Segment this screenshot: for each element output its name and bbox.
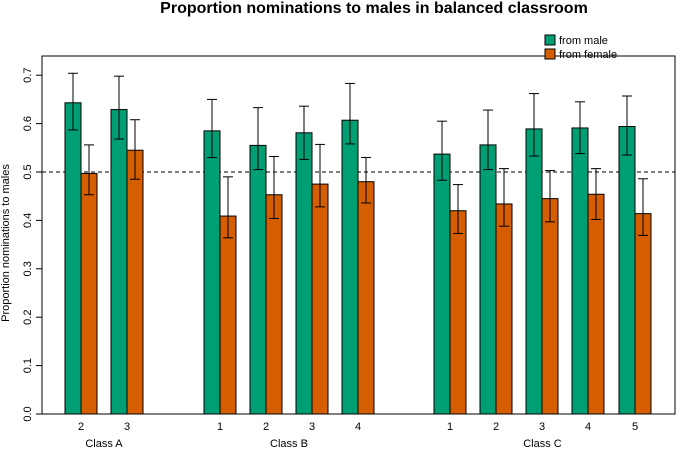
- y-tick-label: 0.1: [22, 358, 34, 373]
- legend-label: from female: [559, 49, 617, 61]
- bar-from-female: [219, 215, 237, 415]
- legend: from male from female: [544, 34, 617, 61]
- x-tick-label: 2: [263, 421, 269, 433]
- bar-from-female: [357, 181, 375, 415]
- bar-from-female: [265, 194, 283, 415]
- x-tick-label: 4: [355, 421, 361, 433]
- bar-from-male: [571, 127, 589, 415]
- bar-from-male: [433, 153, 451, 415]
- bar-from-male: [249, 144, 267, 415]
- y-tick-label: 0.2: [22, 310, 34, 325]
- bar-from-male: [64, 102, 82, 415]
- bar-from-female: [449, 210, 467, 415]
- y-tick-label: 0.0: [22, 406, 34, 421]
- bar-from-female: [495, 203, 513, 415]
- x-tick-label: 5: [632, 421, 638, 433]
- bar-from-male: [479, 144, 497, 415]
- x-tick-label: 3: [539, 421, 545, 433]
- x-tick-label: 1: [447, 421, 453, 433]
- legend-label: from male: [559, 35, 608, 47]
- group-label: Class B: [270, 438, 308, 449]
- x-tick-label: 3: [309, 421, 315, 433]
- bar-from-female: [311, 183, 329, 415]
- y-tick-label: 0.6: [22, 116, 34, 131]
- y-tick-label: 0.5: [22, 164, 34, 179]
- x-tick-label: 2: [78, 421, 84, 433]
- bar-from-female: [80, 172, 98, 415]
- bar-from-male: [110, 109, 128, 415]
- group-label: Class A: [85, 438, 123, 449]
- bar-from-female: [587, 193, 605, 415]
- y-tick-label: 0.3: [22, 261, 34, 276]
- x-tick-label: 1: [217, 421, 223, 433]
- y-tick-label: 0.7: [22, 68, 34, 83]
- bar-from-female: [634, 213, 652, 415]
- chart-title: Proportion nominations to males in balan…: [160, 0, 588, 17]
- y-axis-label: Proportion nominations to males: [0, 164, 12, 322]
- bar-from-male: [203, 130, 221, 415]
- x-tick-label: 4: [585, 421, 591, 433]
- legend-swatch: [544, 48, 556, 60]
- bar-from-male: [618, 126, 636, 415]
- x-tick-label: 3: [124, 421, 130, 433]
- y-tick-label: 0.4: [22, 213, 34, 228]
- bar-from-male: [341, 119, 359, 415]
- x-tick-label: 2: [493, 421, 499, 433]
- bar-from-female: [541, 198, 559, 415]
- group-label: Class C: [523, 438, 562, 449]
- legend-swatch: [544, 34, 556, 46]
- bar-from-male: [295, 132, 313, 415]
- bar-from-male: [525, 128, 543, 415]
- bar-from-female: [126, 149, 144, 415]
